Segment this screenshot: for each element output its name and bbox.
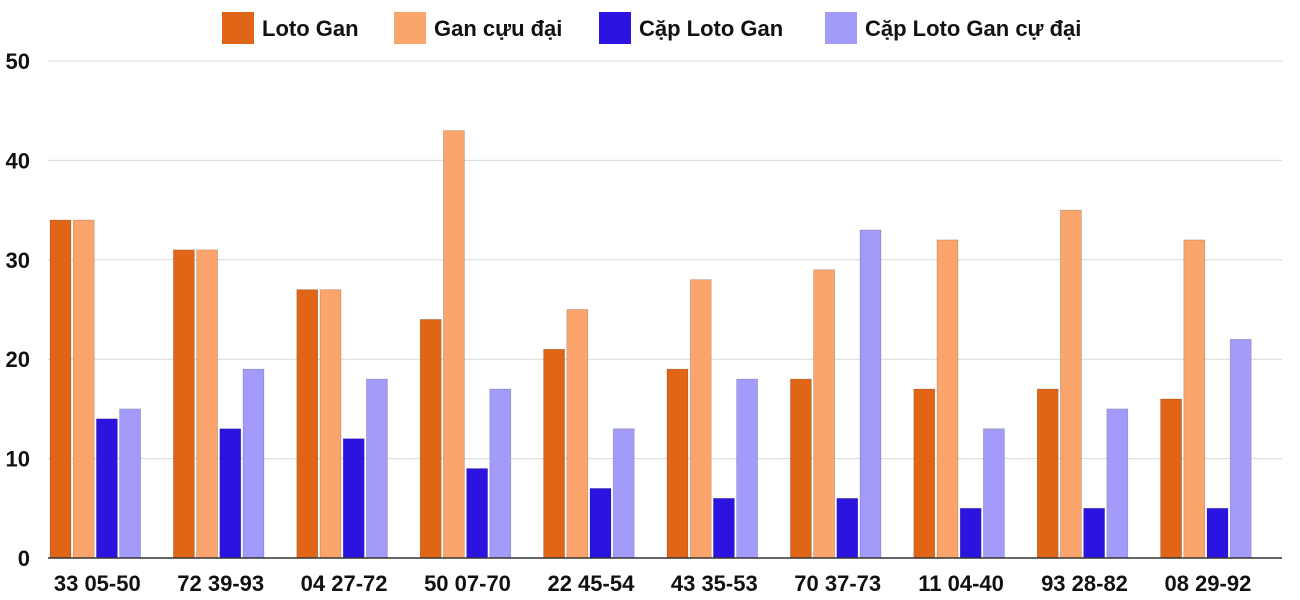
bar-2-1 bbox=[72, 219, 95, 559]
bar-4-6 bbox=[736, 378, 758, 559]
bar-3-9 bbox=[1083, 507, 1105, 559]
bar-3-10 bbox=[1206, 507, 1229, 559]
legend-label: Gan cựu đại bbox=[434, 16, 562, 41]
legend-swatch bbox=[222, 12, 254, 44]
bar-4-2 bbox=[242, 368, 265, 559]
bar-4-3 bbox=[366, 378, 388, 559]
bar-1-9 bbox=[1036, 388, 1059, 559]
bar-4-5 bbox=[612, 428, 635, 559]
grid-lines bbox=[48, 60, 1282, 460]
bar-2-9 bbox=[1060, 209, 1082, 559]
bar-3-7 bbox=[836, 498, 859, 559]
legend-swatch bbox=[599, 12, 631, 44]
y-tick-label: 40 bbox=[6, 148, 30, 173]
bar-3-1 bbox=[96, 418, 118, 559]
legend-swatch bbox=[394, 12, 426, 44]
y-tick-label: 30 bbox=[6, 248, 30, 273]
bar-2-6 bbox=[689, 279, 712, 559]
bar-4-4 bbox=[489, 388, 512, 559]
x-tick-label: 04 27-72 bbox=[301, 571, 388, 596]
bar-1-7 bbox=[790, 378, 812, 559]
x-tick-label: 08 29-92 bbox=[1164, 571, 1251, 596]
bar-2-7 bbox=[813, 269, 835, 559]
x-tick-label: 72 39-93 bbox=[177, 571, 264, 596]
bar-1-6 bbox=[666, 368, 689, 559]
x-axis-ticks: 33 05-50 72 39-93 04 27-72 50 07-70 22 45-54… bbox=[54, 571, 1251, 596]
bar-3-3 bbox=[342, 438, 365, 559]
legend: Loto Gan Gan cựu đại Cặp Loto Gan Cặp Loto … bbox=[222, 12, 1081, 44]
bar-2-4 bbox=[443, 130, 465, 559]
bar-2-8 bbox=[936, 239, 959, 559]
legend-label: Cặp Loto Gan cự đại bbox=[865, 16, 1081, 41]
bar-1-1 bbox=[49, 219, 72, 559]
bar-3-2 bbox=[219, 428, 242, 559]
y-tick-label: 50 bbox=[6, 49, 30, 74]
bar-1-8 bbox=[913, 388, 936, 559]
bar-1-2 bbox=[173, 249, 195, 559]
bar-2-2 bbox=[196, 249, 218, 559]
legend-label: Cặp Loto Gan bbox=[639, 16, 783, 41]
bar-1-10 bbox=[1160, 398, 1182, 559]
y-tick-label: 10 bbox=[6, 447, 30, 472]
bar-2-5 bbox=[566, 309, 589, 559]
legend-label: Loto Gan bbox=[262, 16, 359, 41]
y-tick-label: 0 bbox=[18, 546, 30, 571]
x-tick-label: 93 28-82 bbox=[1041, 571, 1128, 596]
y-tick-label: 20 bbox=[6, 347, 30, 372]
bar-3-4 bbox=[466, 468, 488, 559]
x-tick-label: 70 37-73 bbox=[794, 571, 881, 596]
bar-3-8 bbox=[959, 507, 982, 559]
bar-1-5 bbox=[543, 348, 565, 559]
bar-1-3 bbox=[296, 289, 319, 559]
bar-4-7 bbox=[859, 229, 882, 559]
x-tick-label: 11 04-40 bbox=[918, 571, 1004, 596]
bar-4-8 bbox=[983, 428, 1005, 559]
bar-2-10 bbox=[1183, 239, 1206, 559]
x-tick-label: 50 07-70 bbox=[424, 571, 511, 596]
bar-3-6 bbox=[713, 498, 735, 559]
bar-3-5 bbox=[589, 488, 612, 559]
x-tick-label: 43 35-53 bbox=[671, 571, 758, 596]
bar-4-9 bbox=[1106, 408, 1129, 559]
bar-1-4 bbox=[419, 319, 442, 559]
bar-4-1 bbox=[119, 408, 141, 559]
x-tick-label: 33 05-50 bbox=[54, 571, 141, 596]
legend-swatch bbox=[825, 12, 857, 44]
bar-4-10 bbox=[1229, 339, 1252, 559]
bar-2-3 bbox=[319, 289, 342, 559]
bars bbox=[49, 130, 1252, 559]
y-axis-ticks: 0 10 20 30 40 50 bbox=[6, 49, 30, 571]
x-tick-label: 22 45-54 bbox=[547, 571, 635, 596]
